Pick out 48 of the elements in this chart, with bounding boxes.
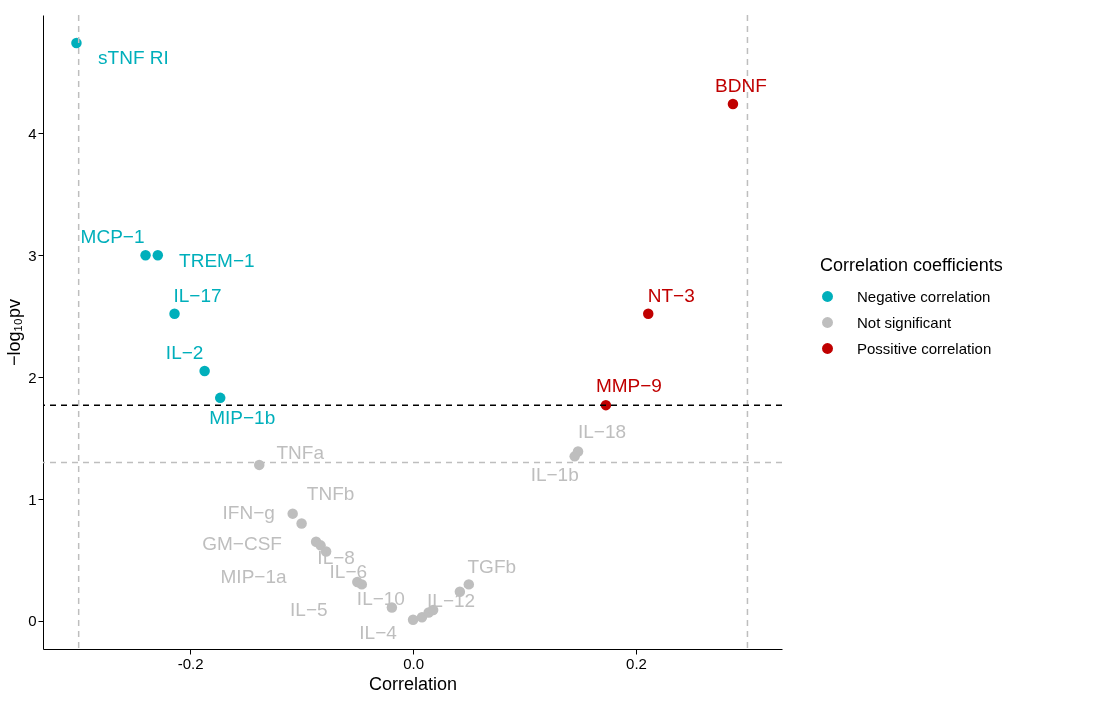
annotation: BDNF [715, 75, 767, 96]
point [296, 518, 307, 529]
y-axis-title: −log₁₀pv [4, 298, 25, 367]
point [253, 459, 265, 471]
annotation: TREM−1 [179, 250, 255, 272]
point [407, 614, 419, 625]
annotation: sTNF RI [98, 47, 169, 69]
point [569, 451, 580, 462]
annotation: GM−CSF [202, 532, 282, 554]
x-tick-label: 0.2 [626, 654, 647, 672]
y-tick-label: 2 [28, 368, 37, 386]
annotation: IL−4 [359, 621, 398, 643]
point [643, 308, 654, 319]
y-tick-label: 0 [28, 612, 37, 630]
annotation: TGFb [467, 556, 517, 578]
point [356, 579, 368, 590]
annotation: IL−1b [530, 464, 579, 486]
y-tick-label: 4 [28, 124, 37, 142]
annotation: NT−3 [647, 284, 695, 306]
point [71, 37, 82, 49]
annotation: MCP−1 [80, 226, 145, 248]
x-tick-label: -0.2 [177, 654, 204, 672]
legend-label: Not significant [857, 313, 953, 331]
y-tick-label: 3 [28, 246, 37, 264]
annotation: MIP−1b [209, 406, 276, 428]
annotation: IL−17 [173, 284, 222, 306]
point [287, 508, 298, 519]
point [152, 249, 164, 261]
annotation: IFN−g [222, 501, 275, 523]
x-axis-title: Correlation [368, 673, 458, 694]
annotation: MMP−9 [595, 375, 662, 397]
x-tick-label: 0.0 [403, 654, 424, 672]
annotation: TNFb [306, 483, 355, 505]
point [463, 579, 475, 590]
legend-label: Possitive correlation [857, 339, 992, 357]
annotation: IL−5 [290, 599, 328, 621]
point [169, 308, 180, 319]
legend-label: Negative correlation [857, 287, 991, 305]
legend-title: Correlation coefficients [820, 255, 1003, 275]
point [727, 98, 739, 110]
point [199, 365, 210, 377]
y-tick-label: 1 [28, 490, 37, 508]
annotation: MIP−1a [220, 566, 287, 588]
annotation: IL−2 [165, 342, 204, 364]
point [214, 392, 226, 404]
point [140, 249, 151, 261]
annotation: IL−18 [577, 421, 627, 443]
annotation: TNFa [276, 441, 325, 463]
